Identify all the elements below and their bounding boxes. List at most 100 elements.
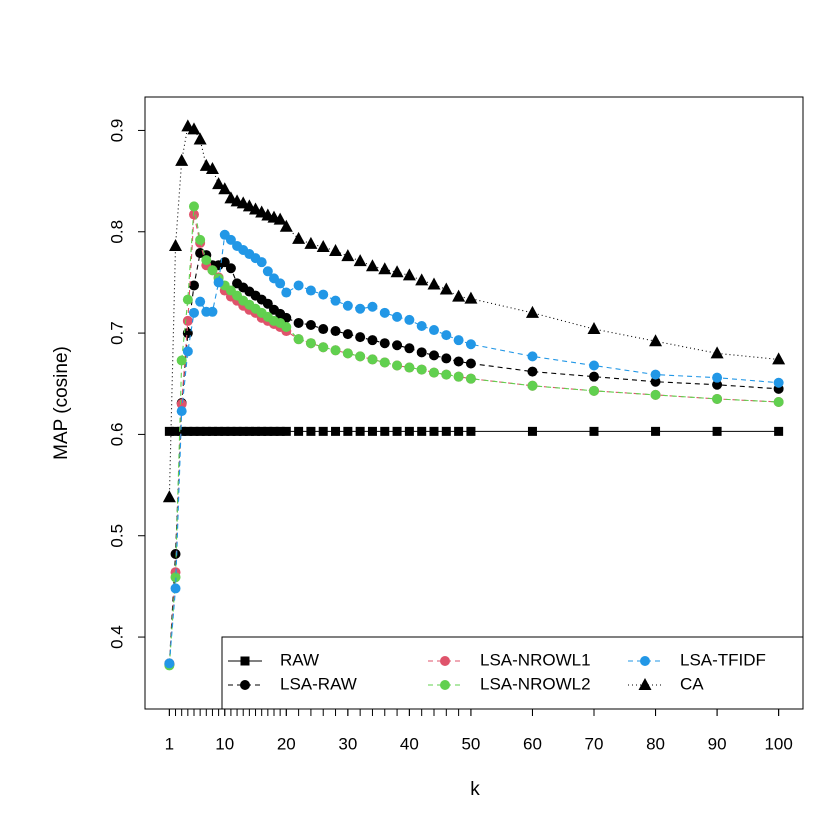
marker-triangle	[212, 177, 226, 190]
marker-circle	[318, 324, 329, 335]
y-tick-label: 0.9	[107, 119, 126, 143]
x-tick-label: 80	[646, 734, 665, 753]
marker-square	[201, 426, 211, 436]
marker-circle	[355, 303, 366, 314]
marker-circle	[275, 278, 286, 289]
marker-square	[651, 426, 661, 436]
y-tick-label: 0.7	[107, 321, 126, 345]
marker-square	[355, 426, 365, 436]
marker-circle	[650, 376, 661, 387]
marker-circle	[330, 326, 341, 337]
marker-circle	[465, 339, 476, 350]
x-axis-label: k	[470, 779, 480, 800]
marker-circle	[392, 340, 403, 351]
marker-square	[306, 426, 316, 436]
x-tick-label: 20	[277, 734, 296, 753]
y-axis-label: MAP (cosine)	[51, 346, 72, 460]
legend: RAW LSA-RAW LSA-NROWL1 LSA-NROWL2 LSA-TFIDF C…	[221, 636, 804, 710]
marker-square	[226, 426, 236, 436]
marker-circle	[392, 360, 403, 371]
marker-circle	[367, 335, 378, 346]
marker-triangle	[353, 254, 367, 267]
marker-square	[441, 426, 451, 436]
x-tick-label: 90	[708, 734, 727, 753]
marker-square	[712, 426, 722, 436]
marker-triangle	[193, 132, 207, 145]
marker-triangle	[772, 352, 786, 365]
legend-label: LSA-NROWL1	[480, 650, 591, 669]
marker-square	[171, 426, 181, 436]
marker-circle	[379, 357, 390, 368]
x-tick-label: 30	[338, 734, 357, 753]
marker-square	[195, 426, 205, 436]
marker-square	[220, 426, 230, 436]
marker-circle	[170, 572, 181, 583]
marker-triangle	[710, 346, 724, 359]
marker-circle	[256, 257, 267, 268]
legend-label: LSA-NROWL2	[480, 674, 591, 693]
marker-circle	[305, 285, 316, 296]
marker-square	[244, 426, 254, 436]
marker-circle	[440, 656, 450, 666]
marker-square	[183, 426, 193, 436]
marker-circle	[188, 280, 199, 291]
marker-circle	[589, 385, 600, 396]
marker-triangle	[304, 236, 318, 249]
marker-circle	[355, 332, 366, 343]
marker-square	[774, 426, 784, 436]
marker-circle	[379, 307, 390, 318]
marker-triangle	[187, 122, 201, 135]
marker-circle	[342, 348, 353, 359]
marker-triangle	[292, 231, 306, 244]
y-tick-label: 0.4	[107, 625, 126, 649]
marker-square	[269, 426, 279, 436]
marker-circle	[453, 356, 464, 367]
marker-circle	[164, 658, 175, 669]
marker-circle	[318, 289, 329, 300]
y-tick-label: 0.5	[107, 524, 126, 548]
marker-circle	[367, 354, 378, 365]
marker-triangle	[439, 282, 453, 295]
marker-circle	[773, 396, 784, 407]
marker-circle	[428, 367, 439, 378]
marker-square	[454, 426, 464, 436]
marker-square	[367, 426, 377, 436]
marker-circle	[293, 334, 304, 345]
marker-circle	[416, 364, 427, 375]
marker-circle	[440, 680, 450, 690]
legend-label: LSA-RAW	[280, 674, 357, 693]
marker-square	[214, 426, 224, 436]
marker-square	[207, 426, 217, 436]
marker-circle	[188, 201, 199, 212]
marker-circle	[441, 369, 452, 380]
marker-circle	[176, 406, 187, 417]
marker-square	[164, 426, 174, 436]
marker-square	[251, 426, 261, 436]
marker-circle	[207, 265, 218, 276]
marker-circle	[416, 347, 427, 358]
marker-triangle	[175, 153, 189, 166]
marker-square	[392, 426, 402, 436]
marker-circle	[225, 263, 236, 274]
marker-circle	[367, 301, 378, 312]
marker-circle	[342, 300, 353, 311]
y-tick-label: 0.6	[107, 423, 126, 447]
marker-circle	[281, 322, 292, 333]
legend-label: LSA-TFIDF	[680, 650, 766, 669]
marker-circle	[225, 234, 236, 245]
marker-circle	[441, 330, 452, 341]
marker-square	[257, 426, 267, 436]
marker-square	[331, 426, 341, 436]
marker-square	[417, 426, 427, 436]
marker-square	[589, 426, 599, 436]
marker-square	[380, 426, 390, 436]
marker-triangle	[402, 268, 416, 281]
marker-circle	[379, 338, 390, 349]
marker-circle	[428, 350, 439, 361]
marker-circle	[262, 298, 273, 309]
x-tick-label: 40	[400, 734, 419, 753]
x-tick-label: 60	[523, 734, 542, 753]
marker-circle	[176, 355, 187, 366]
marker-circle	[305, 338, 316, 349]
marker-circle	[213, 277, 224, 288]
